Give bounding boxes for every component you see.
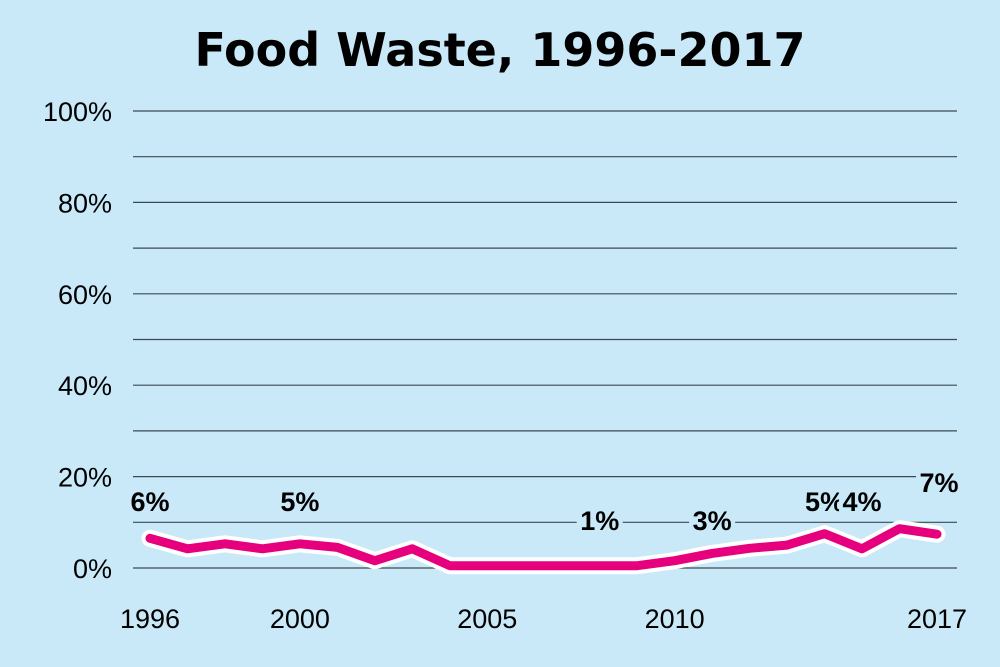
- data-label: 4%: [839, 485, 886, 519]
- data-label-text: 3%: [693, 506, 732, 536]
- series-layer: [141, 520, 946, 575]
- series-line: [145, 524, 942, 571]
- y-tick-label: 60%: [58, 280, 112, 310]
- x-tick-label: 1996: [120, 604, 180, 634]
- data-label-text: 6%: [130, 487, 169, 517]
- data-label: 5%: [276, 485, 323, 519]
- x-tick-label: 2010: [645, 604, 705, 634]
- chart-title: Food Waste, 1996-2017: [194, 23, 805, 77]
- y-axis-ticks: 0% 20% 40% 60% 80% 100%: [43, 97, 112, 584]
- y-tick-label: 40%: [58, 371, 112, 401]
- data-label: 3%: [689, 504, 736, 538]
- y-tick-label: 0%: [73, 554, 112, 584]
- data-label: 7%: [916, 466, 962, 500]
- data-label-text: 5%: [805, 487, 844, 517]
- data-label-bg: [916, 466, 962, 500]
- data-label-text: 1%: [580, 506, 619, 536]
- y-tick-label: 20%: [58, 463, 112, 493]
- x-tick-label: 2005: [457, 604, 517, 634]
- data-label: 1%: [576, 504, 623, 538]
- data-label-bg: [127, 485, 173, 519]
- data-label-bg: [839, 485, 886, 519]
- data-label-bg: [576, 504, 623, 538]
- grid-layer: [133, 110, 957, 569]
- data-label-text: 4%: [843, 487, 882, 517]
- y-tick-label: 80%: [58, 188, 112, 218]
- x-tick-label: 2000: [270, 604, 330, 634]
- data-labels: 6% 5%1% 3%5%4%7%: [127, 466, 962, 538]
- data-label-bg: [689, 504, 736, 538]
- x-tick-label: 2017: [907, 604, 967, 634]
- data-label-text: 7%: [919, 468, 958, 498]
- data-label-text: 5%: [280, 487, 319, 517]
- data-label: 6%: [127, 485, 173, 519]
- x-axis-ticks: 1996 2000 2005 2010 2017: [120, 604, 967, 634]
- data-label-bg: [276, 485, 323, 519]
- y-tick-label: 100%: [43, 97, 112, 127]
